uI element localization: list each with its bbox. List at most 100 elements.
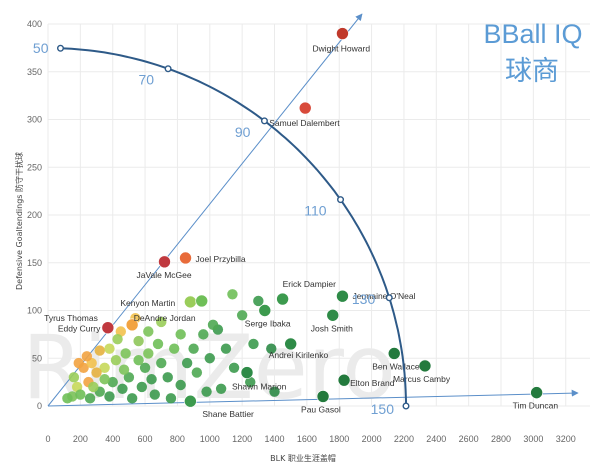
brand-title-en: BBall IQ xyxy=(483,19,582,49)
player-label: Ben Wallace xyxy=(372,361,420,371)
player-label: Joel Przybilla xyxy=(196,254,246,264)
player-point xyxy=(75,389,86,400)
arc-angle-label: 150 xyxy=(371,401,395,417)
x-tick-label: 1800 xyxy=(329,434,349,444)
player-point xyxy=(94,345,105,356)
player-point xyxy=(245,376,256,388)
player-label: JaVale McGee xyxy=(136,270,191,280)
player-point xyxy=(139,362,151,373)
x-tick-label: 200 xyxy=(73,434,88,444)
player-point xyxy=(162,372,173,383)
player-point xyxy=(227,289,238,300)
player-point xyxy=(204,353,215,364)
player-point xyxy=(215,383,227,395)
y-tick-label: 50 xyxy=(32,353,42,363)
player-point xyxy=(387,347,401,360)
x-tick-label: 2200 xyxy=(394,434,414,444)
arc-marker xyxy=(337,196,345,204)
player-point xyxy=(143,326,154,337)
player-point xyxy=(112,333,123,345)
player-point xyxy=(298,101,312,115)
player-point xyxy=(110,354,122,366)
player-point xyxy=(143,348,154,359)
player-point xyxy=(104,343,115,354)
ray-upper xyxy=(47,13,363,407)
player-point xyxy=(149,389,160,400)
player-point xyxy=(99,374,110,385)
arc-angle-label: 90 xyxy=(235,124,251,140)
arc-marker xyxy=(164,65,172,73)
player-point xyxy=(258,304,272,317)
player-point xyxy=(195,294,209,308)
label-layer: Dwight Howard Samuel Dalembert Joel Przybi… xyxy=(44,44,558,420)
player-point xyxy=(136,381,148,393)
player-point xyxy=(62,393,73,404)
player-point xyxy=(175,329,186,340)
player-point xyxy=(117,383,128,395)
player-point xyxy=(198,329,209,340)
player-point xyxy=(133,335,144,347)
player-point xyxy=(236,310,248,321)
player-label: Kenyon Martin xyxy=(120,298,175,308)
player-point xyxy=(336,27,349,40)
player-point xyxy=(184,394,197,408)
player-point xyxy=(207,319,219,331)
player-point xyxy=(152,338,164,350)
x-tick-label: 3000 xyxy=(523,434,543,444)
player-label: Dwight Howard xyxy=(312,44,370,54)
player-point xyxy=(101,321,115,334)
player-point xyxy=(91,367,102,378)
x-tick-label: 3200 xyxy=(556,434,576,444)
player-point xyxy=(220,343,232,354)
arc-layer: 50 70 90 110 130 150 xyxy=(33,40,410,417)
x-tick-label: 2400 xyxy=(426,434,446,444)
player-point xyxy=(175,379,186,391)
player-point xyxy=(73,357,84,369)
x-tick-label: 800 xyxy=(170,434,185,444)
point-layer xyxy=(62,27,543,408)
player-label: Shawn Marion xyxy=(232,382,287,392)
y-tick-label: 400 xyxy=(27,19,42,29)
x-tick-label: 600 xyxy=(138,434,153,444)
y-tick-label: 250 xyxy=(27,162,42,172)
player-point xyxy=(123,372,135,383)
player-point xyxy=(418,359,432,373)
player-point xyxy=(228,362,240,373)
player-label: Elton Brand xyxy=(350,378,395,388)
player-label: Andrei Kirilenko xyxy=(269,350,329,360)
player-point xyxy=(248,338,259,350)
player-point xyxy=(253,295,264,307)
player-point xyxy=(118,364,130,375)
y-tick-label: 350 xyxy=(27,67,42,77)
player-point xyxy=(158,255,171,269)
player-label: Serge Ibaka xyxy=(245,319,291,329)
player-point xyxy=(240,366,254,379)
arc-angle-label: 50 xyxy=(33,40,49,56)
axis-layer: 0 200 400 600 800 1000 1200 1400 1600 1800 2000 220… xyxy=(27,19,576,444)
arc-marker xyxy=(385,294,393,302)
player-point xyxy=(201,386,212,397)
brand-title-cn: 球商 xyxy=(505,56,559,87)
player-label: Samuel Dalembert xyxy=(269,118,340,128)
x-tick-label: 1600 xyxy=(297,434,317,444)
ray-layer xyxy=(47,13,579,407)
arc-angle-label: 130 xyxy=(352,291,376,307)
x-tick-label: 1000 xyxy=(200,434,220,444)
player-point xyxy=(81,351,93,362)
y-tick-label: 300 xyxy=(27,115,42,125)
y-tick-label: 100 xyxy=(27,306,42,316)
player-label: Erick Dampier xyxy=(283,279,337,289)
x-tick-label: 0 xyxy=(45,434,50,444)
player-point xyxy=(156,357,167,369)
player-label: DeAndre Jordan xyxy=(134,313,196,323)
player-point xyxy=(156,316,167,328)
player-point xyxy=(133,354,144,366)
y-tick-label: 150 xyxy=(27,258,42,268)
player-point xyxy=(165,393,177,404)
player-point xyxy=(336,289,349,303)
player-point xyxy=(337,373,351,387)
player-point xyxy=(284,337,297,351)
player-label: Eddy Curry xyxy=(58,324,101,334)
player-label: Tim Duncan xyxy=(513,401,559,411)
